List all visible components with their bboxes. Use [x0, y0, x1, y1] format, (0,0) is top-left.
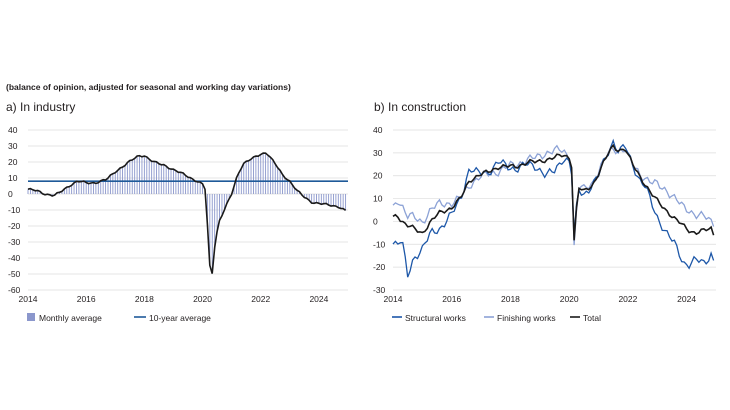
structural-works-line — [392, 138, 715, 278]
construction-y-tick-label: -20 — [373, 262, 386, 272]
industry-y-tick-label: -30 — [8, 237, 21, 247]
finishing-works-line — [392, 144, 715, 246]
industry-y-tick-label: 0 — [8, 189, 13, 199]
industry-y-tick-label: -50 — [8, 269, 21, 279]
construction-x-tick-label: 2018 — [501, 294, 520, 304]
legend-label-finishing-works: Finishing works — [497, 313, 556, 323]
construction-y-tick-label: 0 — [373, 216, 378, 226]
industry-y-tick-label: -60 — [8, 285, 21, 295]
industry-x-tick-label: 2016 — [77, 294, 96, 304]
industry-x-tick-label: 2020 — [193, 294, 212, 304]
construction-y-tick-label: 10 — [373, 194, 383, 204]
chart-subtitle: (balance of opinion, adjusted for season… — [6, 82, 291, 92]
construction-panel-title: b) In construction — [374, 100, 467, 114]
legend-label-structural-works: Structural works — [405, 313, 466, 323]
industry-x-tick-label: 2022 — [251, 294, 270, 304]
construction-y-tick-label: -10 — [373, 239, 386, 249]
industry-legend: Monthly average 10-year average — [27, 313, 211, 323]
industry-y-tick-label: 10 — [8, 173, 18, 183]
construction-y-tick-label: -30 — [373, 285, 386, 295]
industry-x-tick-label: 2014 — [19, 294, 38, 304]
industry-composite-line — [27, 152, 347, 274]
industry-y-tick-label: 30 — [8, 141, 18, 151]
legend-label-monthly-average: Monthly average — [39, 313, 102, 323]
construction-y-tick-label: 20 — [373, 171, 383, 181]
construction-legend: Structural works Finishing works Total — [392, 313, 601, 323]
industry-x-tick-label: 2018 — [135, 294, 154, 304]
industry-y-tick-label: -20 — [8, 221, 21, 231]
industry-panel-title: a) In industry — [6, 100, 76, 114]
legend-label-total: Total — [583, 313, 601, 323]
construction-y-tick-label: 30 — [373, 148, 383, 158]
legend-swatch-monthly-average — [27, 313, 35, 321]
industry-y-tick-label: -40 — [8, 253, 21, 263]
industry-y-tick-label: 40 — [8, 125, 18, 135]
construction-x-tick-label: 2024 — [677, 294, 696, 304]
construction-x-tick-label: 2016 — [442, 294, 461, 304]
construction-y-tick-label: 40 — [373, 125, 383, 135]
industry-y-tick-label: -10 — [8, 205, 21, 215]
industry-y-tick-label: 20 — [8, 157, 18, 167]
construction-x-tick-label: 2020 — [560, 294, 579, 304]
industry-x-tick-label: 2024 — [309, 294, 328, 304]
construction-x-tick-label: 2022 — [618, 294, 637, 304]
total-line — [392, 143, 715, 241]
legend-label-ten-year-average: 10-year average — [149, 313, 211, 323]
construction-x-tick-label: 2014 — [384, 294, 403, 304]
